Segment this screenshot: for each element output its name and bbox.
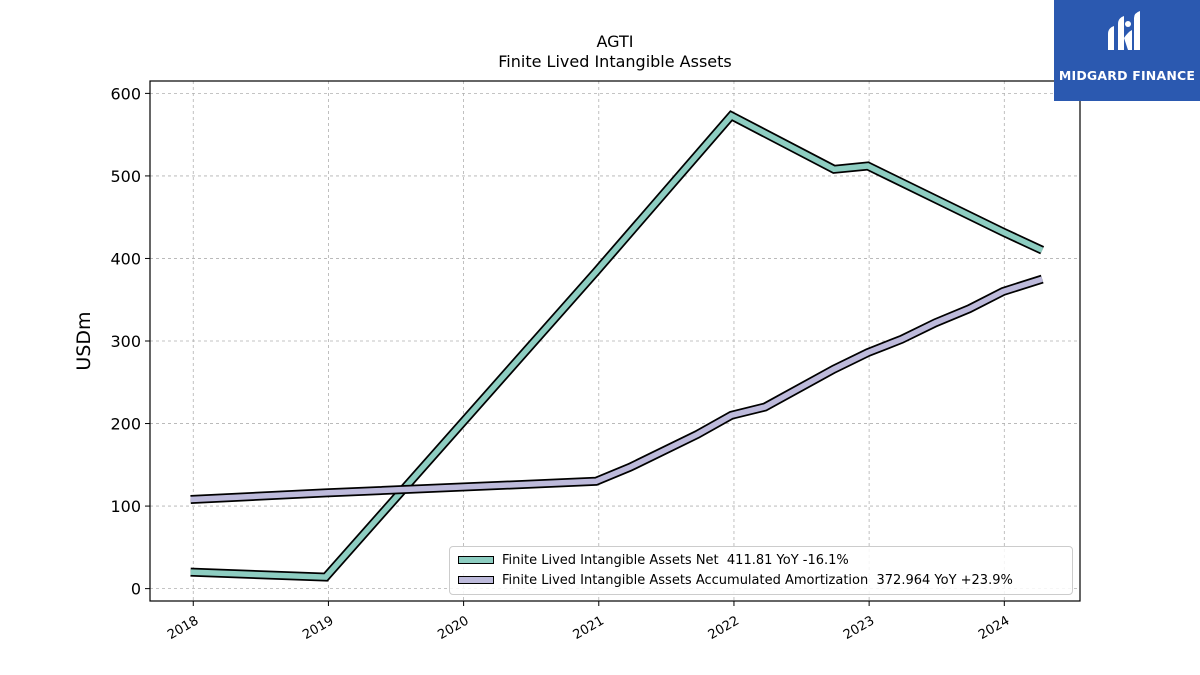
legend-item: Finite Lived Intangible Assets Accumulat… [458,570,1013,590]
chart-title: AGTI [596,32,634,51]
x-tick-label: 2022 [706,613,742,643]
legend-label: Finite Lived Intangible Assets Net 411.8… [502,552,849,568]
y-tick-label: 500 [110,167,141,186]
brand-logo: MIDGARD FINANCE [1054,0,1200,101]
x-tick-label: 2021 [571,613,607,643]
brand-name: MIDGARD FINANCE [1058,68,1196,83]
legend-item: Finite Lived Intangible Assets Net 411.8… [458,550,849,570]
series-line-outline [190,110,1045,582]
y-tick-label: 100 [110,497,141,516]
x-tick-label: 2020 [435,613,471,643]
x-tick-label: 2023 [841,613,877,643]
series-line [190,112,1044,580]
legend-swatch [458,576,494,584]
y-tick-label: 300 [110,332,141,351]
brand-mark-icon [1108,11,1140,50]
grid-lines [150,81,1080,601]
legend-swatch [458,556,494,564]
y-axis-label: USDm [73,311,95,370]
y-tick-label: 200 [110,415,141,434]
y-tick-label: 600 [110,84,141,103]
series-line [190,276,1044,503]
y-axis-ticks: 0 100 200 300 400 500 600 [110,84,150,599]
series-line-outline [190,274,1044,504]
x-tick-label: 2018 [165,613,201,643]
x-axis-ticks: 2018 2019 2020 2021 2022 2023 2024 [165,601,1012,643]
legend: Finite Lived Intangible Assets Net 411.8… [449,546,1073,595]
x-tick-label: 2019 [300,613,336,643]
series-lines [190,110,1045,582]
y-tick-label: 0 [131,580,141,599]
y-tick-label: 400 [110,249,141,268]
chart-subtitle: Finite Lived Intangible Assets [498,52,732,71]
legend-label: Finite Lived Intangible Assets Accumulat… [502,572,1013,588]
x-tick-label: 2024 [976,613,1012,643]
